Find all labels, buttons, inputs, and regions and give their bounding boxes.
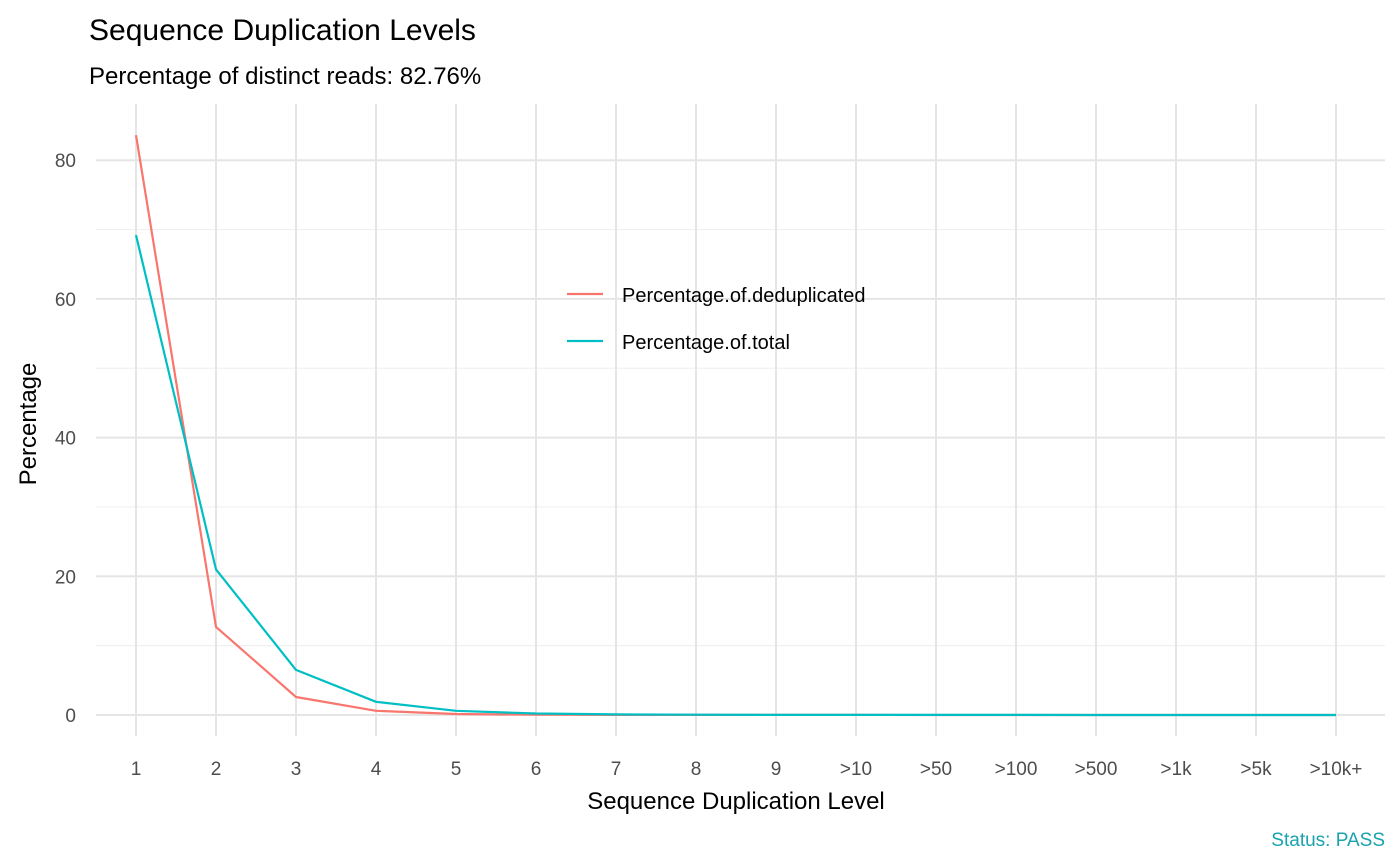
y-axis-title: Percentage bbox=[15, 363, 42, 486]
y-tick-label: 40 bbox=[55, 429, 76, 450]
x-tick-label: 7 bbox=[611, 759, 622, 780]
x-tick-label: >50 bbox=[920, 759, 952, 780]
x-tick-label: >1k bbox=[1160, 759, 1192, 780]
x-tick-label: >10k+ bbox=[1310, 759, 1363, 780]
x-tick-label: 6 bbox=[531, 759, 542, 780]
x-tick-label: 5 bbox=[451, 759, 462, 780]
x-axis-title: Sequence Duplication Level bbox=[587, 788, 885, 815]
y-tick-label: 20 bbox=[55, 567, 76, 588]
y-tick-label: 60 bbox=[55, 290, 76, 311]
series-lines bbox=[134, 135, 1336, 717]
y-tick-label: 80 bbox=[55, 151, 76, 172]
y-tick-label: 0 bbox=[65, 706, 76, 727]
legend-label-total: Percentage.of.total bbox=[622, 332, 790, 354]
x-tick-label: >10 bbox=[840, 759, 872, 780]
status-caption: Status: PASS bbox=[1271, 830, 1385, 851]
legend: Percentage.of.deduplicated Percentage.of… bbox=[567, 285, 866, 354]
x-tick-label: 9 bbox=[771, 759, 782, 780]
x-tick-label: >5k bbox=[1240, 759, 1272, 780]
x-tick-label: >500 bbox=[1075, 759, 1118, 780]
x-axis-ticks: 1 2 3 4 5 6 7 8 9 >10 >50 >100 >500 >1k >5k >10k+ bbox=[131, 759, 1363, 780]
chart-title: Sequence Duplication Levels bbox=[89, 14, 476, 47]
x-tick-label: 3 bbox=[291, 759, 302, 780]
series-line-deduplicated bbox=[134, 135, 1336, 717]
chart-subtitle: Percentage of distinct reads: 82.76% bbox=[89, 63, 481, 90]
x-tick-label: 1 bbox=[131, 759, 142, 780]
legend-label-deduplicated: Percentage.of.deduplicated bbox=[622, 285, 866, 307]
grid-lines bbox=[96, 104, 1385, 736]
x-tick-label: 8 bbox=[691, 759, 702, 780]
series-line-total bbox=[134, 234, 1336, 717]
y-axis-ticks: 0 20 40 60 80 bbox=[55, 151, 76, 727]
x-tick-label: >100 bbox=[995, 759, 1038, 780]
x-tick-label: 4 bbox=[371, 759, 382, 780]
x-tick-label: 2 bbox=[211, 759, 222, 780]
